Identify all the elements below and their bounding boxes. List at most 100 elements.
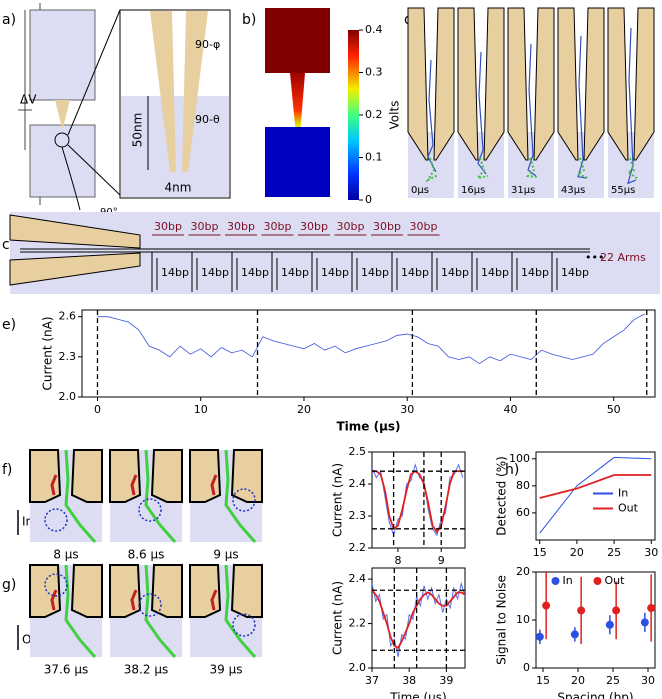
legend-marker xyxy=(551,577,560,585)
panel-c: 22 Arms 30bp 30bp 30bp 30bp 30bp 30bp 30bp 30bp… xyxy=(9,212,660,294)
point xyxy=(535,632,544,641)
x-tick-label: 25 xyxy=(606,674,620,687)
angle-label: 90-φ xyxy=(195,38,220,51)
panel-label: f) xyxy=(2,462,12,478)
y-tick-label: 2.0 xyxy=(349,661,367,674)
dna-arm xyxy=(130,589,138,611)
x-tick-label: 0 xyxy=(94,403,101,416)
x-tick-label: 8 xyxy=(394,554,401,567)
dna-arm xyxy=(50,589,58,611)
y-axis-label: Current (nA) xyxy=(331,463,345,537)
y-tick-label: 2.4 xyxy=(349,572,367,585)
panel-label: h) xyxy=(505,462,519,478)
panel-d: 0µs 16µs 31µs 43µs 55µs xyxy=(407,7,655,198)
pore-wall xyxy=(9,214,141,249)
plot-frame xyxy=(81,309,656,398)
y-tick-label: 20 xyxy=(516,565,530,578)
voltage-label: ΔV xyxy=(20,93,37,107)
spacing-label: 30bp xyxy=(264,220,292,233)
dna xyxy=(525,157,539,178)
highlight xyxy=(138,593,162,617)
pore-wall xyxy=(457,7,479,161)
x-tick-label: 20 xyxy=(297,403,311,416)
pore-wall xyxy=(150,11,176,172)
arm-label: 14bp xyxy=(481,266,509,279)
dna xyxy=(575,157,589,179)
arm-label: 14bp xyxy=(361,266,389,279)
dna-arm xyxy=(130,474,138,496)
y-tick-label: 0 xyxy=(523,661,530,674)
time-label: 38.2 µs xyxy=(124,663,168,677)
arm-count: 22 Arms xyxy=(600,251,646,264)
panel-a: ΔV 90° 90-φ 90-θ 50nm 4nm xyxy=(18,3,231,218)
spacing-label: 30bp xyxy=(410,220,438,233)
dna-arm xyxy=(50,474,58,496)
dna-arm xyxy=(210,589,218,611)
y-tick-label: 2.3 xyxy=(59,350,77,363)
legend-label: In xyxy=(563,574,573,587)
time-label: 55µs xyxy=(611,185,635,196)
length-label: 50nm xyxy=(131,113,145,148)
line-series xyxy=(372,589,465,650)
channel xyxy=(10,212,660,294)
line-series xyxy=(97,313,645,365)
legend-label: Out xyxy=(618,502,639,515)
x-tick-label: 25 xyxy=(607,546,621,559)
pore-wall xyxy=(607,7,629,161)
panel-label: e) xyxy=(2,317,16,333)
point xyxy=(570,630,579,639)
x-tick-label: 30 xyxy=(641,674,655,687)
time-label: 16µs xyxy=(461,185,485,196)
x-tick-label: 37 xyxy=(365,674,379,687)
field-map xyxy=(265,8,330,73)
arm-label: 14bp xyxy=(401,266,429,279)
pore-wall xyxy=(557,7,579,161)
spacing-label: 30bp xyxy=(300,220,328,233)
x-tick-label: 50 xyxy=(607,403,621,416)
time-label: 9 µs xyxy=(213,548,238,562)
y-tick-label: 60 xyxy=(516,506,530,519)
dna xyxy=(144,564,177,658)
point xyxy=(577,606,586,615)
time-label: 39 µs xyxy=(210,663,243,677)
pore-wall xyxy=(507,7,529,161)
highlight xyxy=(44,508,68,532)
colorbar xyxy=(348,30,359,200)
colorbar-tick-label: 0 xyxy=(365,193,372,206)
time-label: 8.6 µs xyxy=(128,548,165,562)
pore-wall xyxy=(230,564,263,618)
arrow xyxy=(61,146,81,211)
field-map xyxy=(265,127,330,197)
x-axis-label: Time (µs) xyxy=(389,691,446,699)
panel-label: b) xyxy=(242,12,256,28)
legend-marker xyxy=(593,577,602,585)
pore-wall xyxy=(483,7,505,161)
pore-wall xyxy=(9,252,141,286)
line-series xyxy=(372,470,463,534)
direction-label: In xyxy=(22,515,33,529)
arm-label: 14bp xyxy=(281,266,309,279)
point xyxy=(640,618,649,627)
colorbar-tick-label: 0.4 xyxy=(365,23,383,36)
legend-label: In xyxy=(618,487,628,500)
y-tick-label: 80 xyxy=(516,479,530,492)
dna xyxy=(427,59,437,173)
arm-label: 14bp xyxy=(441,266,469,279)
plot-frame xyxy=(535,451,656,541)
dna xyxy=(425,157,439,183)
arm-label: 14bp xyxy=(561,266,589,279)
time-label: 31µs xyxy=(511,185,535,196)
width-label: 4nm xyxy=(165,181,192,195)
pore-wall xyxy=(70,449,103,503)
pore-wall xyxy=(150,449,183,503)
dna xyxy=(64,449,97,543)
y-tick-label: 2.6 xyxy=(59,310,77,323)
arm-label: 14bp xyxy=(201,266,229,279)
x-tick-label: 20 xyxy=(571,674,585,687)
point xyxy=(647,604,656,612)
panel-b xyxy=(265,8,359,200)
x-axis-label: Time (µs) xyxy=(336,420,400,434)
arm-label: 14bp xyxy=(321,266,349,279)
